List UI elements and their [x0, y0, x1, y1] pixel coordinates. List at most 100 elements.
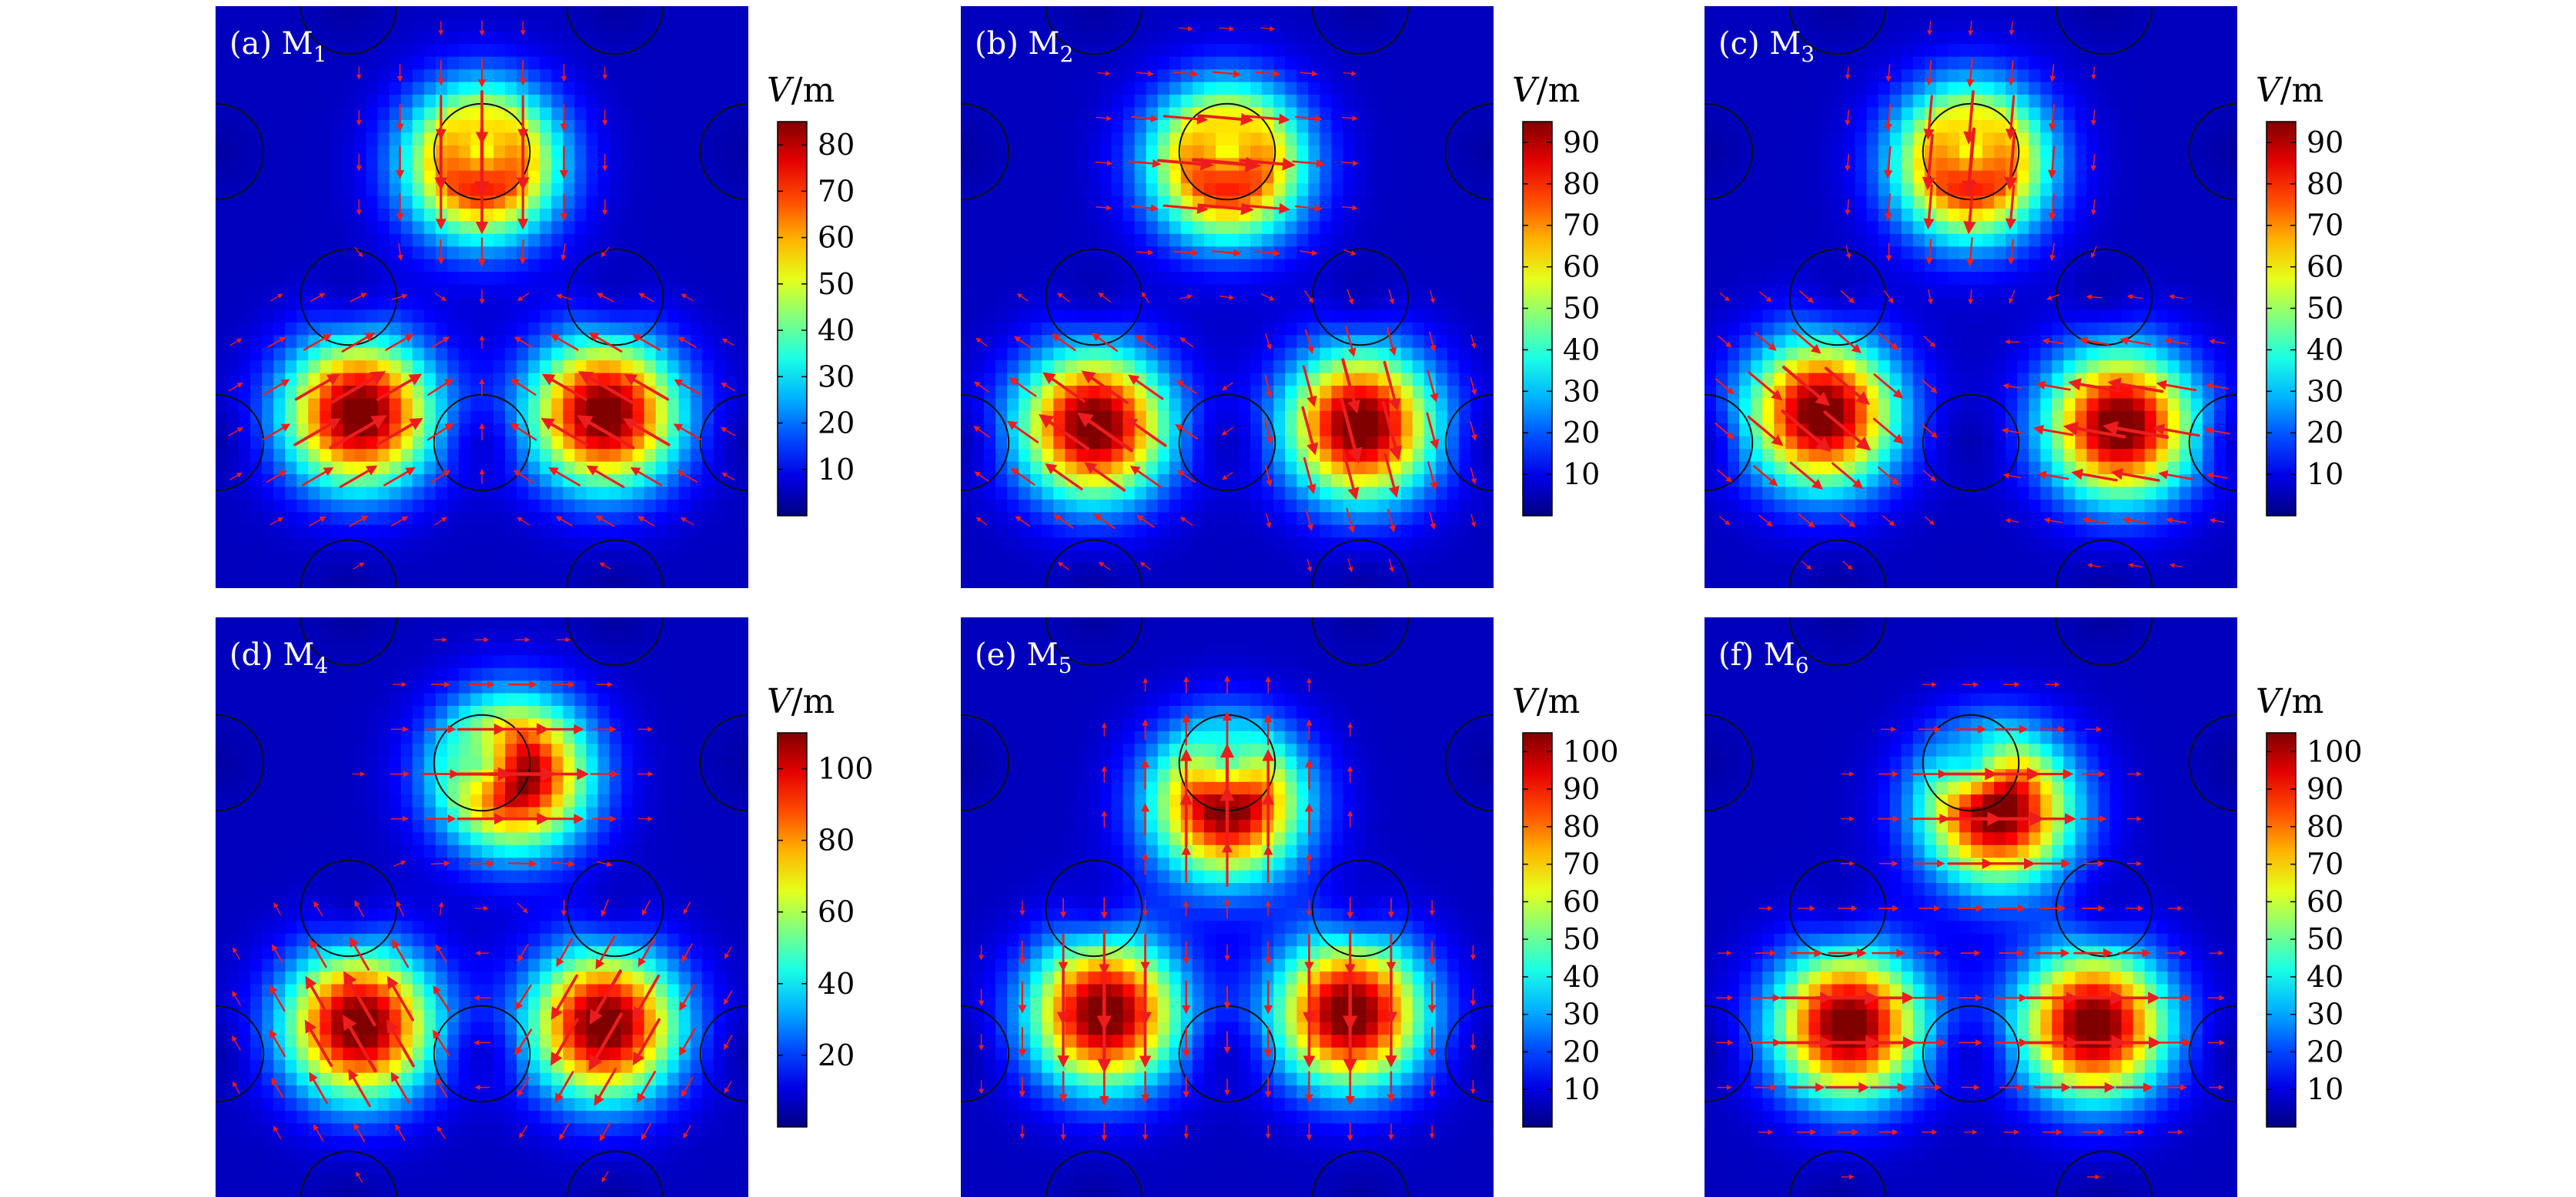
heatmap-cell: [1099, 322, 1112, 336]
heatmap-cell: [540, 119, 552, 134]
heatmap-cell: [343, 322, 356, 336]
heatmap-cell: [621, 196, 634, 209]
heatmap-cell: [227, 145, 239, 159]
heatmap-cell: [737, 461, 748, 475]
heatmap-cell: [1030, 221, 1043, 235]
field-arrow: [1093, 513, 1116, 530]
heatmap-cell: [1470, 410, 1483, 425]
heatmap-cell: [273, 360, 286, 374]
heatmap-cell: [563, 209, 576, 222]
heatmap-cell: [1203, 6, 1216, 20]
field-arrow: [350, 293, 367, 303]
heatmap-cell: [308, 500, 321, 513]
field-arrow: [1383, 453, 1400, 498]
heatmap-cell: [296, 423, 309, 437]
field-arrow: [975, 517, 988, 526]
heatmap-cell: [1482, 69, 1494, 83]
heatmap-cell: [1447, 132, 1460, 146]
heatmap-cell: [690, 524, 703, 538]
heatmap-cell: [972, 119, 985, 134]
heatmap-cell: [1435, 309, 1448, 323]
heatmap-cell: [984, 512, 996, 526]
heatmap-cell: [285, 410, 298, 425]
heatmap-cell: [1366, 386, 1379, 400]
heatmap-cell: [737, 170, 748, 184]
heatmap-cell: [296, 297, 309, 311]
heatmap-cell: [1239, 386, 1251, 400]
heatmap-cell: [713, 145, 726, 159]
heatmap-cell: [1447, 297, 1460, 311]
heatmap-cell: [1366, 246, 1379, 260]
heatmap-cell: [250, 347, 263, 361]
heatmap-cell: [1053, 158, 1066, 172]
heatmap-cell: [1331, 233, 1344, 247]
heatmap-cell: [1458, 449, 1471, 463]
heatmap-cell: [1262, 233, 1274, 247]
heatmap-cell: [551, 145, 564, 159]
heatmap-cell: [1273, 183, 1286, 197]
heatmap-cell: [563, 158, 576, 172]
heatmap-cell: [597, 209, 611, 222]
heatmap-cell: [343, 209, 356, 222]
heatmap-cell: [574, 183, 587, 197]
heatmap-cell: [984, 347, 996, 361]
heatmap-cell: [1076, 563, 1089, 577]
heatmap-cell: [1065, 500, 1078, 513]
heatmap-cell: [331, 322, 344, 336]
heatmap-cell: [1343, 6, 1356, 20]
heatmap-cell: [517, 272, 529, 286]
heatmap-cell: [354, 347, 367, 361]
heatmap-cell: [1435, 246, 1448, 260]
heatmap-cell: [1482, 272, 1494, 286]
heatmap-cell: [995, 550, 1008, 563]
heatmap-cell: [1122, 563, 1136, 577]
heatmap-cell: [690, 461, 703, 475]
heatmap-cell: [331, 486, 344, 500]
heatmap-cell: [1146, 170, 1159, 184]
heatmap-cell: [574, 461, 587, 475]
heatmap-cell: [1262, 309, 1274, 323]
heatmap-cell: [1019, 170, 1031, 184]
heatmap-cell: [609, 95, 622, 109]
heatmap-cell: [690, 196, 703, 209]
heatmap-cell: [331, 524, 344, 538]
field-arrow: [309, 516, 326, 527]
heatmap-cell: [216, 272, 228, 286]
heatmap-cell: [574, 284, 587, 298]
heatmap-cell: [319, 95, 333, 109]
heatmap-cell: [412, 196, 425, 209]
heatmap-cell: [1331, 107, 1344, 121]
heatmap-cell: [597, 297, 611, 311]
heatmap-cell: [1169, 474, 1182, 488]
heatmap-cell: [1019, 272, 1031, 286]
heatmap-cell: [1412, 423, 1425, 437]
heatmap-cell: [586, 107, 599, 121]
heatmap-cell: [482, 170, 494, 184]
heatmap-cell: [1146, 486, 1159, 500]
heatmap-cell: [1751, 145, 1763, 159]
heatmap-cell: [400, 95, 413, 109]
heatmap-cell: [563, 246, 576, 260]
heatmap-cell: [609, 132, 622, 146]
heatmap-cell: [400, 398, 413, 412]
heatmap-cell: [1716, 259, 1728, 273]
field-arrow: [475, 179, 489, 235]
heatmap-cell: [1320, 82, 1333, 95]
heatmap-cell: [458, 56, 471, 70]
heatmap-cell: [1111, 563, 1124, 577]
heatmap-cell: [458, 322, 471, 336]
heatmap-cell: [1412, 486, 1425, 500]
heatmap-cell: [724, 44, 738, 58]
heatmap-cell: [1447, 474, 1460, 488]
heatmap-cell: [1076, 512, 1089, 526]
heatmap-cell: [412, 449, 425, 463]
heatmap-cell: [1331, 259, 1344, 273]
heatmap-cell: [1065, 158, 1078, 172]
heatmap-cell: [250, 221, 263, 235]
heatmap-cell: [285, 18, 298, 32]
field-arrow: [1244, 202, 1290, 215]
heatmap-cell: [482, 398, 494, 412]
heatmap-cell: [644, 272, 657, 286]
heatmap-cell: [678, 259, 691, 273]
heatmap-cell: [1785, 170, 1798, 184]
